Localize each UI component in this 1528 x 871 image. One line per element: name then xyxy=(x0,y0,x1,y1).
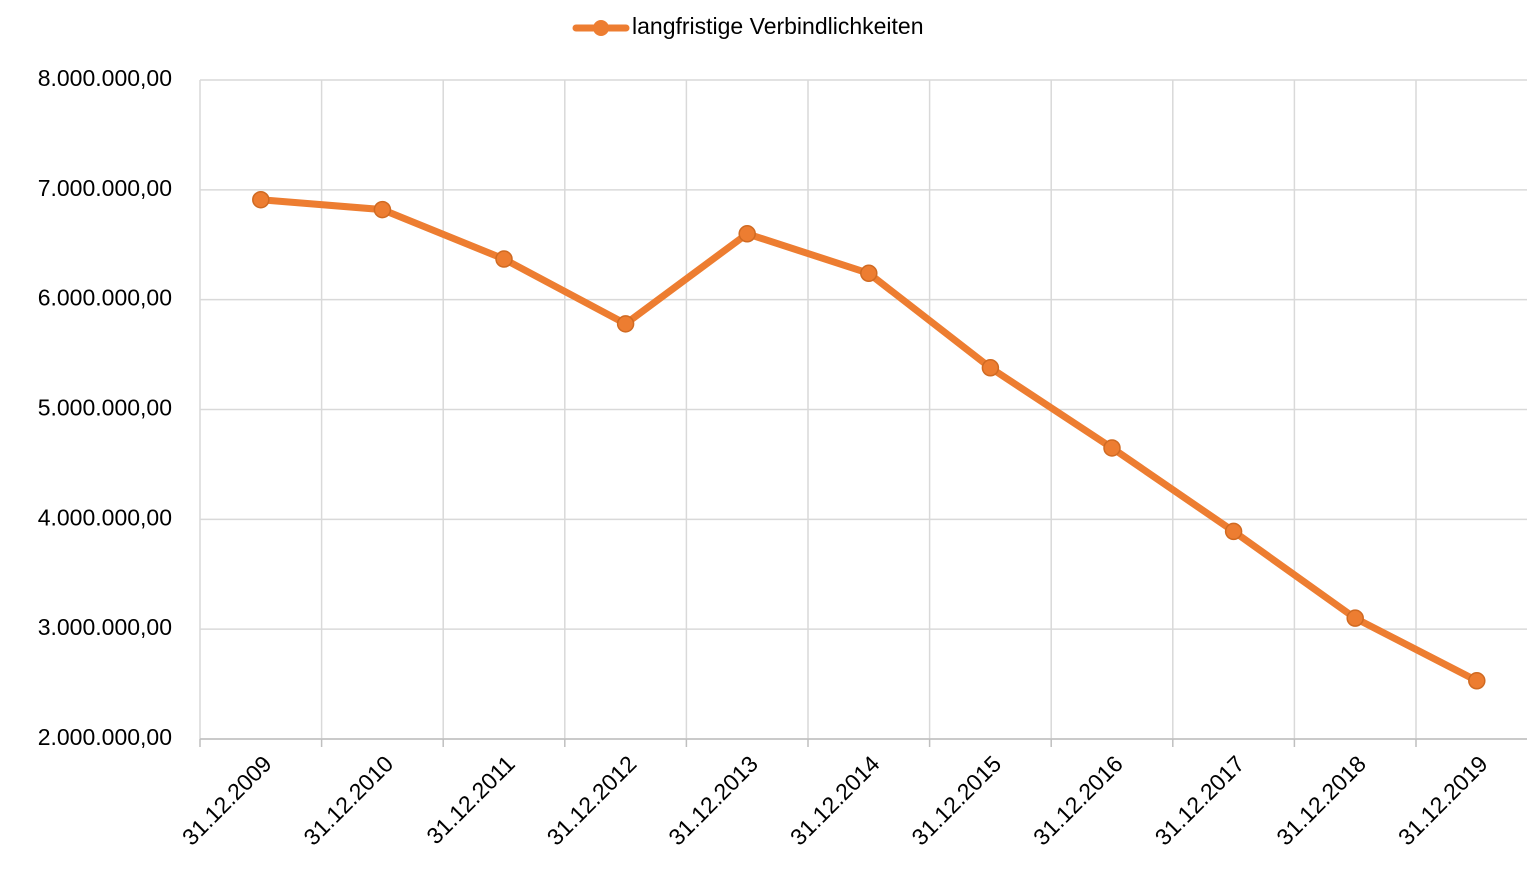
marker xyxy=(1224,522,1243,541)
y-tick-label: 7.000.000,00 xyxy=(38,175,172,201)
marker xyxy=(981,359,1000,377)
legend-label: langfristige Verbindlichkeiten xyxy=(632,13,924,39)
y-tick-label: 2.000.000,00 xyxy=(38,724,172,750)
y-tick-label: 3.000.000,00 xyxy=(38,614,172,640)
x-tick-label: 31.12.2011 xyxy=(421,750,520,849)
marker xyxy=(738,225,756,243)
y-tick-label: 5.000.000,00 xyxy=(38,395,172,421)
x-tick-label: 31.12.2014 xyxy=(785,750,885,850)
marker xyxy=(495,250,513,268)
marker xyxy=(252,190,270,209)
x-tick-label: 31.12.2009 xyxy=(177,750,277,850)
x-tick-label: 31.12.2016 xyxy=(1028,750,1128,850)
x-tick-label: 31.12.2018 xyxy=(1271,750,1371,850)
marker xyxy=(1103,439,1121,457)
x-tick-label: 31.12.2015 xyxy=(906,750,1006,850)
y-tick-label: 8.000.000,00 xyxy=(38,65,172,91)
marker xyxy=(373,200,392,219)
x-tick-label: 31.12.2010 xyxy=(298,750,398,850)
y-tick-label: 4.000.000,00 xyxy=(38,504,172,530)
marker xyxy=(860,264,878,283)
x-tick-label: 31.12.2017 xyxy=(1150,750,1250,850)
x-tick-label: 31.12.2013 xyxy=(663,750,763,850)
x-tick-label: 31.12.2012 xyxy=(542,750,642,850)
marker xyxy=(1346,609,1364,627)
marker xyxy=(616,315,635,333)
y-tick-label: 6.000.000,00 xyxy=(38,285,172,311)
x-tick-label: 31.12.2019 xyxy=(1393,750,1493,850)
legend-marker xyxy=(593,20,609,36)
marker xyxy=(1468,672,1486,690)
